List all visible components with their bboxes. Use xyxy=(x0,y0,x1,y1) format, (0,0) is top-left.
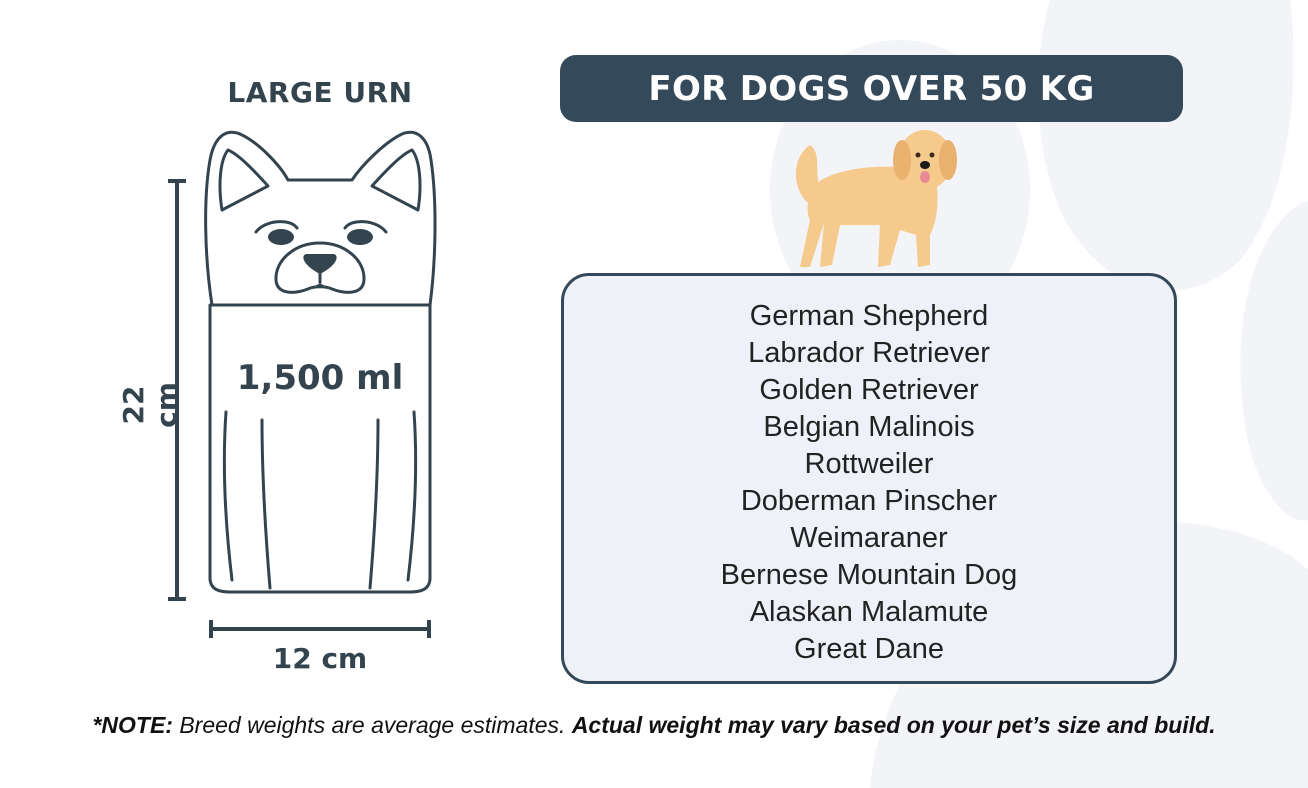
golden-retriever-illustration xyxy=(795,130,957,267)
banner-title: FOR DOGS OVER 50 KG xyxy=(648,68,1095,109)
breed-item: Alaskan Malamute xyxy=(749,596,989,628)
urn-width-label: 12 cm xyxy=(272,642,368,675)
note-emphasis: Actual weight may vary based on your pet… xyxy=(571,712,1216,738)
dog-urn-outline xyxy=(168,130,437,638)
note-label: *NOTE: xyxy=(92,712,173,738)
breed-item: Bernese Mountain Dog xyxy=(720,559,1018,591)
note-text: Breed weights are average estimates. xyxy=(172,712,572,738)
breed-item: Weimaraner xyxy=(790,522,948,554)
breed-item: German Shepherd xyxy=(749,300,989,332)
urn-capacity: 1,500 ml xyxy=(236,358,404,398)
urn-height-label: 22 cm xyxy=(117,382,183,428)
disclaimer-note: *NOTE: Breed weights are average estimat… xyxy=(0,712,1308,739)
breed-list-panel: German Shepherd Labrador Retriever Golde… xyxy=(561,273,1177,684)
breed-item: Doberman Pinscher xyxy=(740,485,998,517)
breed-item: Great Dane xyxy=(794,633,944,665)
breed-item: Golden Retriever xyxy=(759,374,979,406)
weight-banner: FOR DOGS OVER 50 KG xyxy=(560,55,1183,122)
breed-item: Labrador Retriever xyxy=(748,337,990,369)
breed-item: Belgian Malinois xyxy=(763,411,975,443)
urn-title: LARGE URN xyxy=(227,76,413,109)
breed-item: Rottweiler xyxy=(804,448,934,480)
